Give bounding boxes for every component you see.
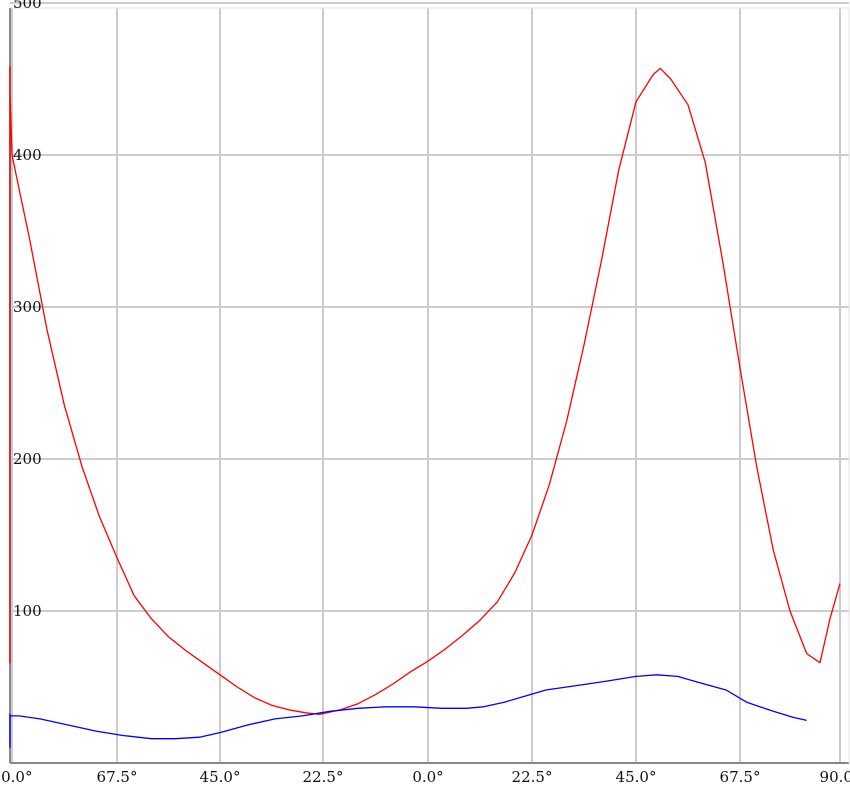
grid bbox=[10, 2, 849, 763]
x-tick-label: 0.0° bbox=[412, 768, 443, 786]
y-tick-label: 500 bbox=[13, 0, 42, 12]
y-tick-label: 200 bbox=[13, 450, 42, 468]
y-tick-label: 400 bbox=[13, 146, 42, 164]
x-tick-label: 67.5° bbox=[97, 768, 138, 786]
y-tick-label: 100 bbox=[13, 602, 42, 620]
y-tick-label: 300 bbox=[13, 298, 42, 316]
x-tick-label: 90.0° bbox=[820, 768, 850, 786]
series-layer bbox=[9, 66, 841, 748]
x-tick-label: 67.5° bbox=[720, 768, 761, 786]
x-tick-label: 45.0° bbox=[616, 768, 657, 786]
x-tick-label: 22.5° bbox=[303, 768, 344, 786]
y-tick-labels: 100 200 300 400 500 bbox=[13, 0, 42, 620]
series-line-2 bbox=[9, 674, 807, 748]
x-tick-label: 45.0° bbox=[200, 768, 241, 786]
x-tick-label: 90.0° bbox=[0, 768, 32, 786]
x-tick-label: 22.5° bbox=[512, 768, 553, 786]
series-line-1 bbox=[9, 66, 841, 716]
x-tick-labels: 90.0° 67.5° 45.0° 22.5° 0.0° 22.5° 45.0° 67.5° 9… bbox=[0, 768, 850, 786]
